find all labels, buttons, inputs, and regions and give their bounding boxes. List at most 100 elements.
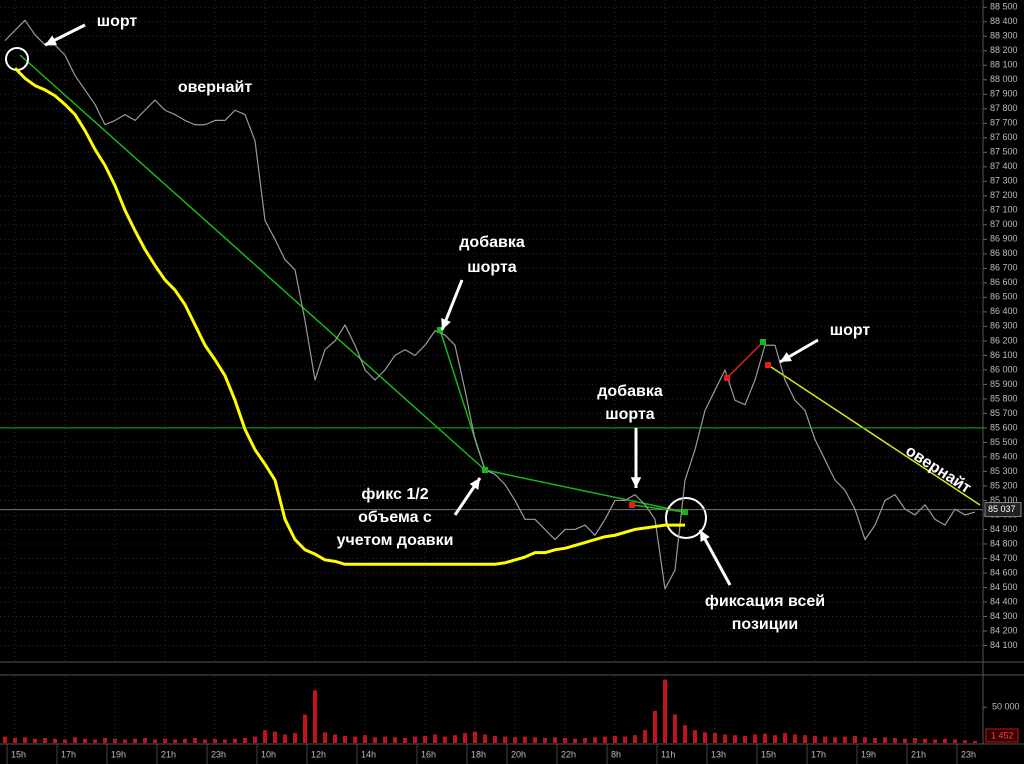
x-tick-label: 8h (611, 749, 621, 759)
volume-bar (273, 731, 277, 743)
volume-bar (223, 739, 227, 743)
volume-bar (923, 738, 927, 743)
volume-bar (473, 731, 477, 743)
y-tick-label: 88 400 (990, 16, 1018, 26)
annotation: добавка (459, 234, 525, 251)
volume-bar (943, 738, 947, 743)
y-tick-label: 84 600 (990, 567, 1018, 577)
volume-bar (813, 735, 817, 743)
volume-bar (183, 738, 187, 743)
y-tick-label: 86 000 (990, 364, 1018, 374)
annotation: позиции (732, 616, 799, 633)
volume-bar (53, 738, 57, 743)
y-tick-label: 85 100 (990, 495, 1018, 505)
trend-line (726, 341, 764, 379)
volume-bar (583, 738, 587, 743)
y-tick-label: 88 300 (990, 31, 1018, 41)
y-tick-label: 84 200 (990, 625, 1018, 635)
volume-bar (863, 737, 867, 743)
volume-bar (103, 738, 107, 743)
volume-bar (833, 737, 837, 743)
volume-bar (73, 737, 77, 743)
volume-bar (83, 738, 87, 743)
volume-label: 1 452 (991, 730, 1014, 740)
volume-bar (283, 734, 287, 743)
x-tick-label: 16h (421, 749, 436, 759)
volume-bar (353, 736, 357, 743)
volume-bar (853, 735, 857, 743)
x-tick-label: 17h (61, 749, 76, 759)
y-tick-label: 84 700 (990, 553, 1018, 563)
volume-bar (523, 736, 527, 743)
y-tick-label: 86 800 (990, 248, 1018, 258)
annotation: фиксация всей (705, 593, 825, 610)
annotation: фикс 1/2 (361, 486, 428, 503)
volume-bar (233, 738, 237, 743)
y-tick-label: 86 900 (990, 234, 1018, 244)
volume-bar (413, 736, 417, 743)
volume-bar (453, 735, 457, 743)
arrow-head (469, 478, 480, 490)
volume-bar (903, 738, 907, 743)
y-tick-label: 88 500 (990, 2, 1018, 12)
y-tick-label: 84 800 (990, 538, 1018, 548)
volume-bar (893, 738, 897, 743)
volume-bar (613, 735, 617, 743)
trend-line (631, 504, 686, 513)
x-tick-label: 17h (811, 749, 826, 759)
volume-bar (503, 736, 507, 743)
volume-bar (173, 739, 177, 743)
x-tick-label: 13h (711, 749, 726, 759)
volume-bar (663, 679, 667, 743)
trade-point (765, 362, 771, 368)
volume-bar (323, 732, 327, 743)
volume-bar (393, 737, 397, 743)
volume-bar (113, 738, 117, 743)
y-tick-label: 85 300 (990, 466, 1018, 476)
volume-bar (303, 714, 307, 743)
volume-bar (713, 733, 717, 743)
y-tick-label: 87 600 (990, 132, 1018, 142)
y-tick-label: 84 100 (990, 640, 1018, 650)
trend-line (484, 469, 686, 513)
y-tick-label: 85 500 (990, 437, 1018, 447)
y-tick-label: 87 500 (990, 147, 1018, 157)
volume-bar (803, 735, 807, 743)
y-tick-label: 87 300 (990, 176, 1018, 186)
volume-bar (563, 738, 567, 743)
volume-bar (543, 738, 547, 743)
volume-bar (403, 738, 407, 743)
trade-point (682, 509, 688, 515)
x-tick-label: 19h (111, 749, 126, 759)
y-tick-label: 88 100 (990, 60, 1018, 70)
volume-bar (973, 740, 977, 743)
trade-point (482, 467, 488, 473)
volume-bar (783, 733, 787, 743)
x-tick-label: 21h (911, 749, 926, 759)
volume-bar (673, 714, 677, 743)
volume-bar (693, 730, 697, 743)
volume-bar (263, 730, 267, 743)
trade-point (437, 327, 443, 333)
annotation: шорта (605, 406, 655, 423)
y-tick-label: 86 400 (990, 306, 1018, 316)
y-tick-label: 87 900 (990, 89, 1018, 99)
arrow-head (45, 35, 57, 45)
y-tick-label: 84 900 (990, 524, 1018, 534)
volume-bar (463, 733, 467, 743)
trend-line (767, 364, 981, 506)
volume-bar (743, 735, 747, 743)
volume-bar (63, 739, 67, 743)
volume-bar (653, 710, 657, 743)
volume-bar (423, 735, 427, 743)
y-tick-label: 87 000 (990, 219, 1018, 229)
annotation: добавка (597, 383, 663, 400)
volume-bar (213, 738, 217, 743)
volume-bar (773, 735, 777, 743)
volume-bar (243, 738, 247, 743)
y-tick-label: 88 000 (990, 74, 1018, 84)
x-tick-label: 21h (161, 749, 176, 759)
x-tick-label: 14h (361, 749, 376, 759)
volume-bar (163, 738, 167, 743)
